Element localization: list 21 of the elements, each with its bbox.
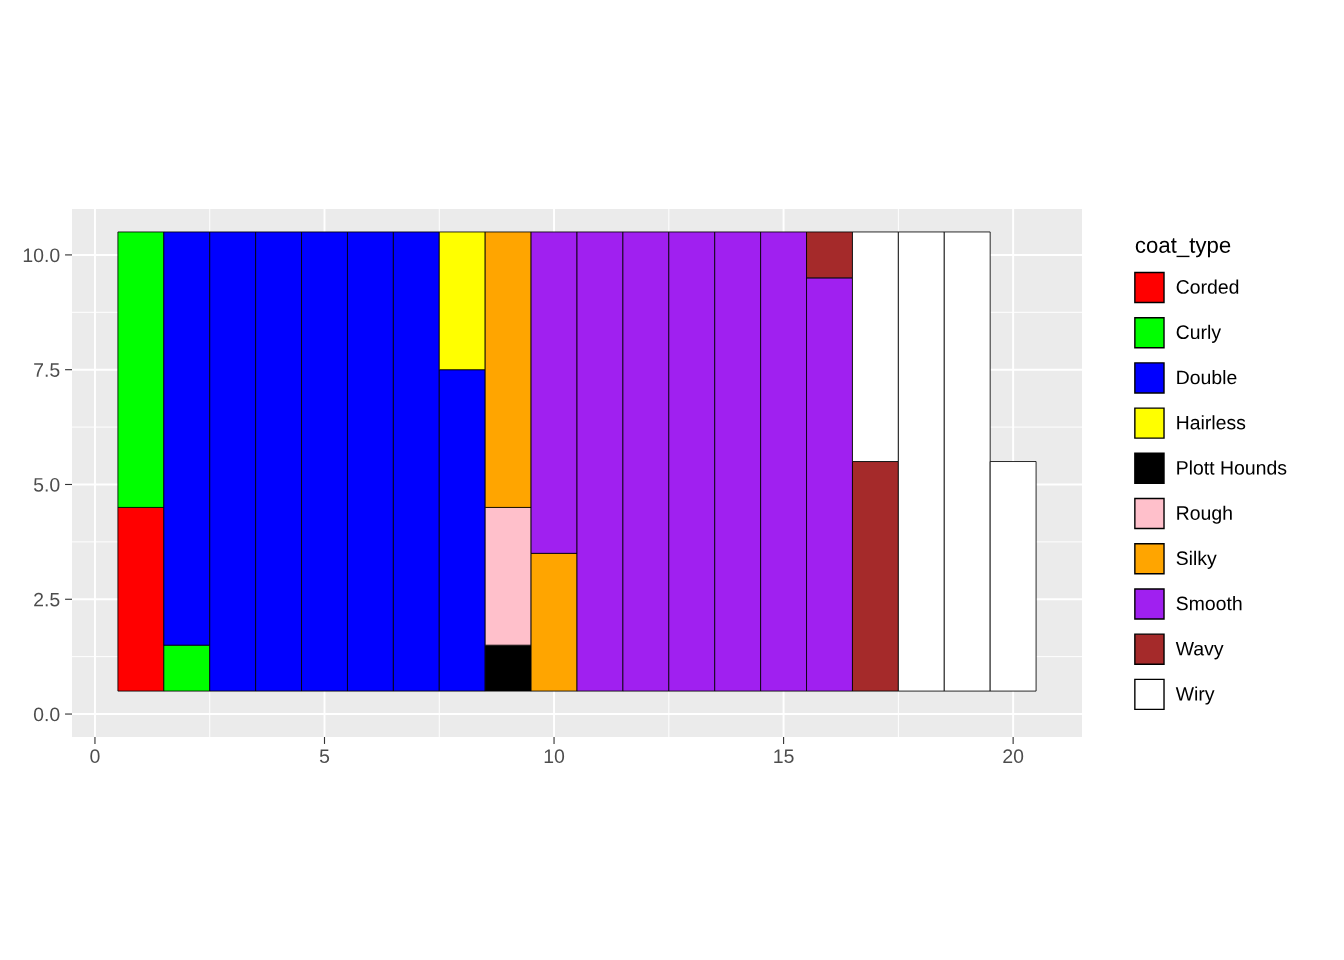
legend-label: Wavy bbox=[1175, 641, 1224, 660]
y-tick-label: 7.5 bbox=[34, 363, 60, 377]
x-tick-label: 15 bbox=[774, 749, 794, 764]
legend-label: Plott Hounds bbox=[1177, 460, 1287, 475]
legend-label: Wiry bbox=[1175, 686, 1215, 705]
x-tick-label: 0 bbox=[90, 749, 100, 764]
y-tick-label: 5.0 bbox=[33, 477, 60, 492]
y-tick-label: 10.0 bbox=[23, 248, 60, 263]
legend-label: Double bbox=[1177, 370, 1237, 385]
legend-title: coat_type bbox=[1135, 238, 1231, 258]
legend-label: Curly bbox=[1176, 324, 1222, 343]
y-tick-label: 2.5 bbox=[34, 592, 60, 607]
x-tick-label: 20 bbox=[1003, 749, 1024, 764]
x-tick-label: 5 bbox=[319, 749, 330, 764]
legend-label: Rough bbox=[1177, 505, 1232, 524]
legend-label: Smooth bbox=[1176, 596, 1242, 611]
x-tick-label: 10 bbox=[544, 749, 565, 764]
legend-label: Silky bbox=[1176, 550, 1217, 569]
legend-label: Corded bbox=[1176, 279, 1239, 294]
legend-label: Hairless bbox=[1177, 415, 1246, 430]
y-tick-label: 0.0 bbox=[33, 707, 60, 722]
